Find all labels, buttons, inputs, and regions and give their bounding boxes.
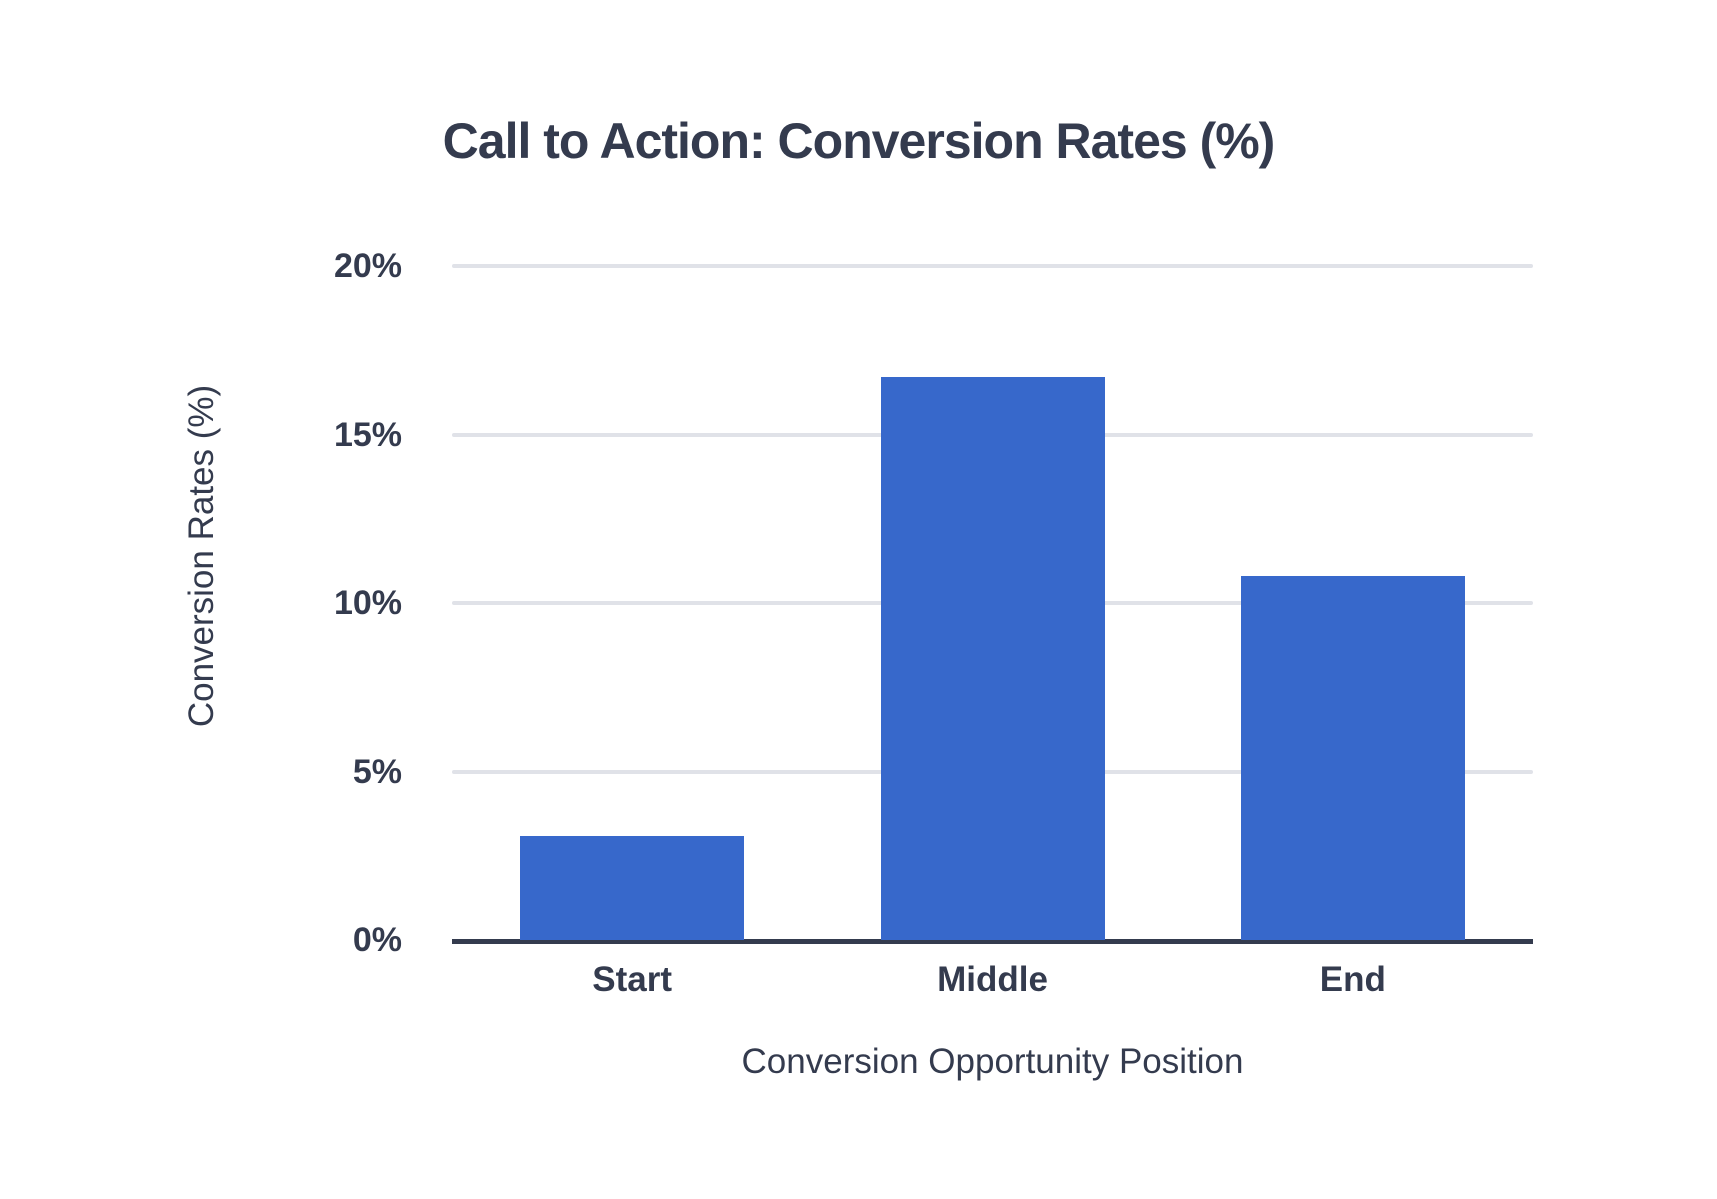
y-axis-title: Conversion Rates (%) xyxy=(182,384,221,728)
bar-middle xyxy=(880,377,1105,940)
y-tick-label: 5% xyxy=(352,752,402,791)
y-tick-label: 15% xyxy=(333,415,402,454)
chart-title: Call to Action: Conversion Rates (%) xyxy=(442,113,1276,169)
x-category-label-end: End xyxy=(1319,960,1386,999)
y-tick-label: 20% xyxy=(333,247,402,285)
bar-end xyxy=(1240,576,1465,940)
gridline-20 xyxy=(452,264,1533,268)
y-tick-label: 0% xyxy=(352,921,402,959)
x-category-label-middle: Middle xyxy=(937,960,1048,999)
x-category-label-start: Start xyxy=(592,960,673,999)
y-tick-label: 10% xyxy=(333,584,402,622)
x-axis-title: Conversion Opportunity Position xyxy=(741,1042,1244,1081)
x-axis-line xyxy=(452,939,1533,944)
plot-area: 0% 5% 10% 15% 20% Start Middle End xyxy=(334,249,1533,999)
bar-start xyxy=(520,835,745,940)
